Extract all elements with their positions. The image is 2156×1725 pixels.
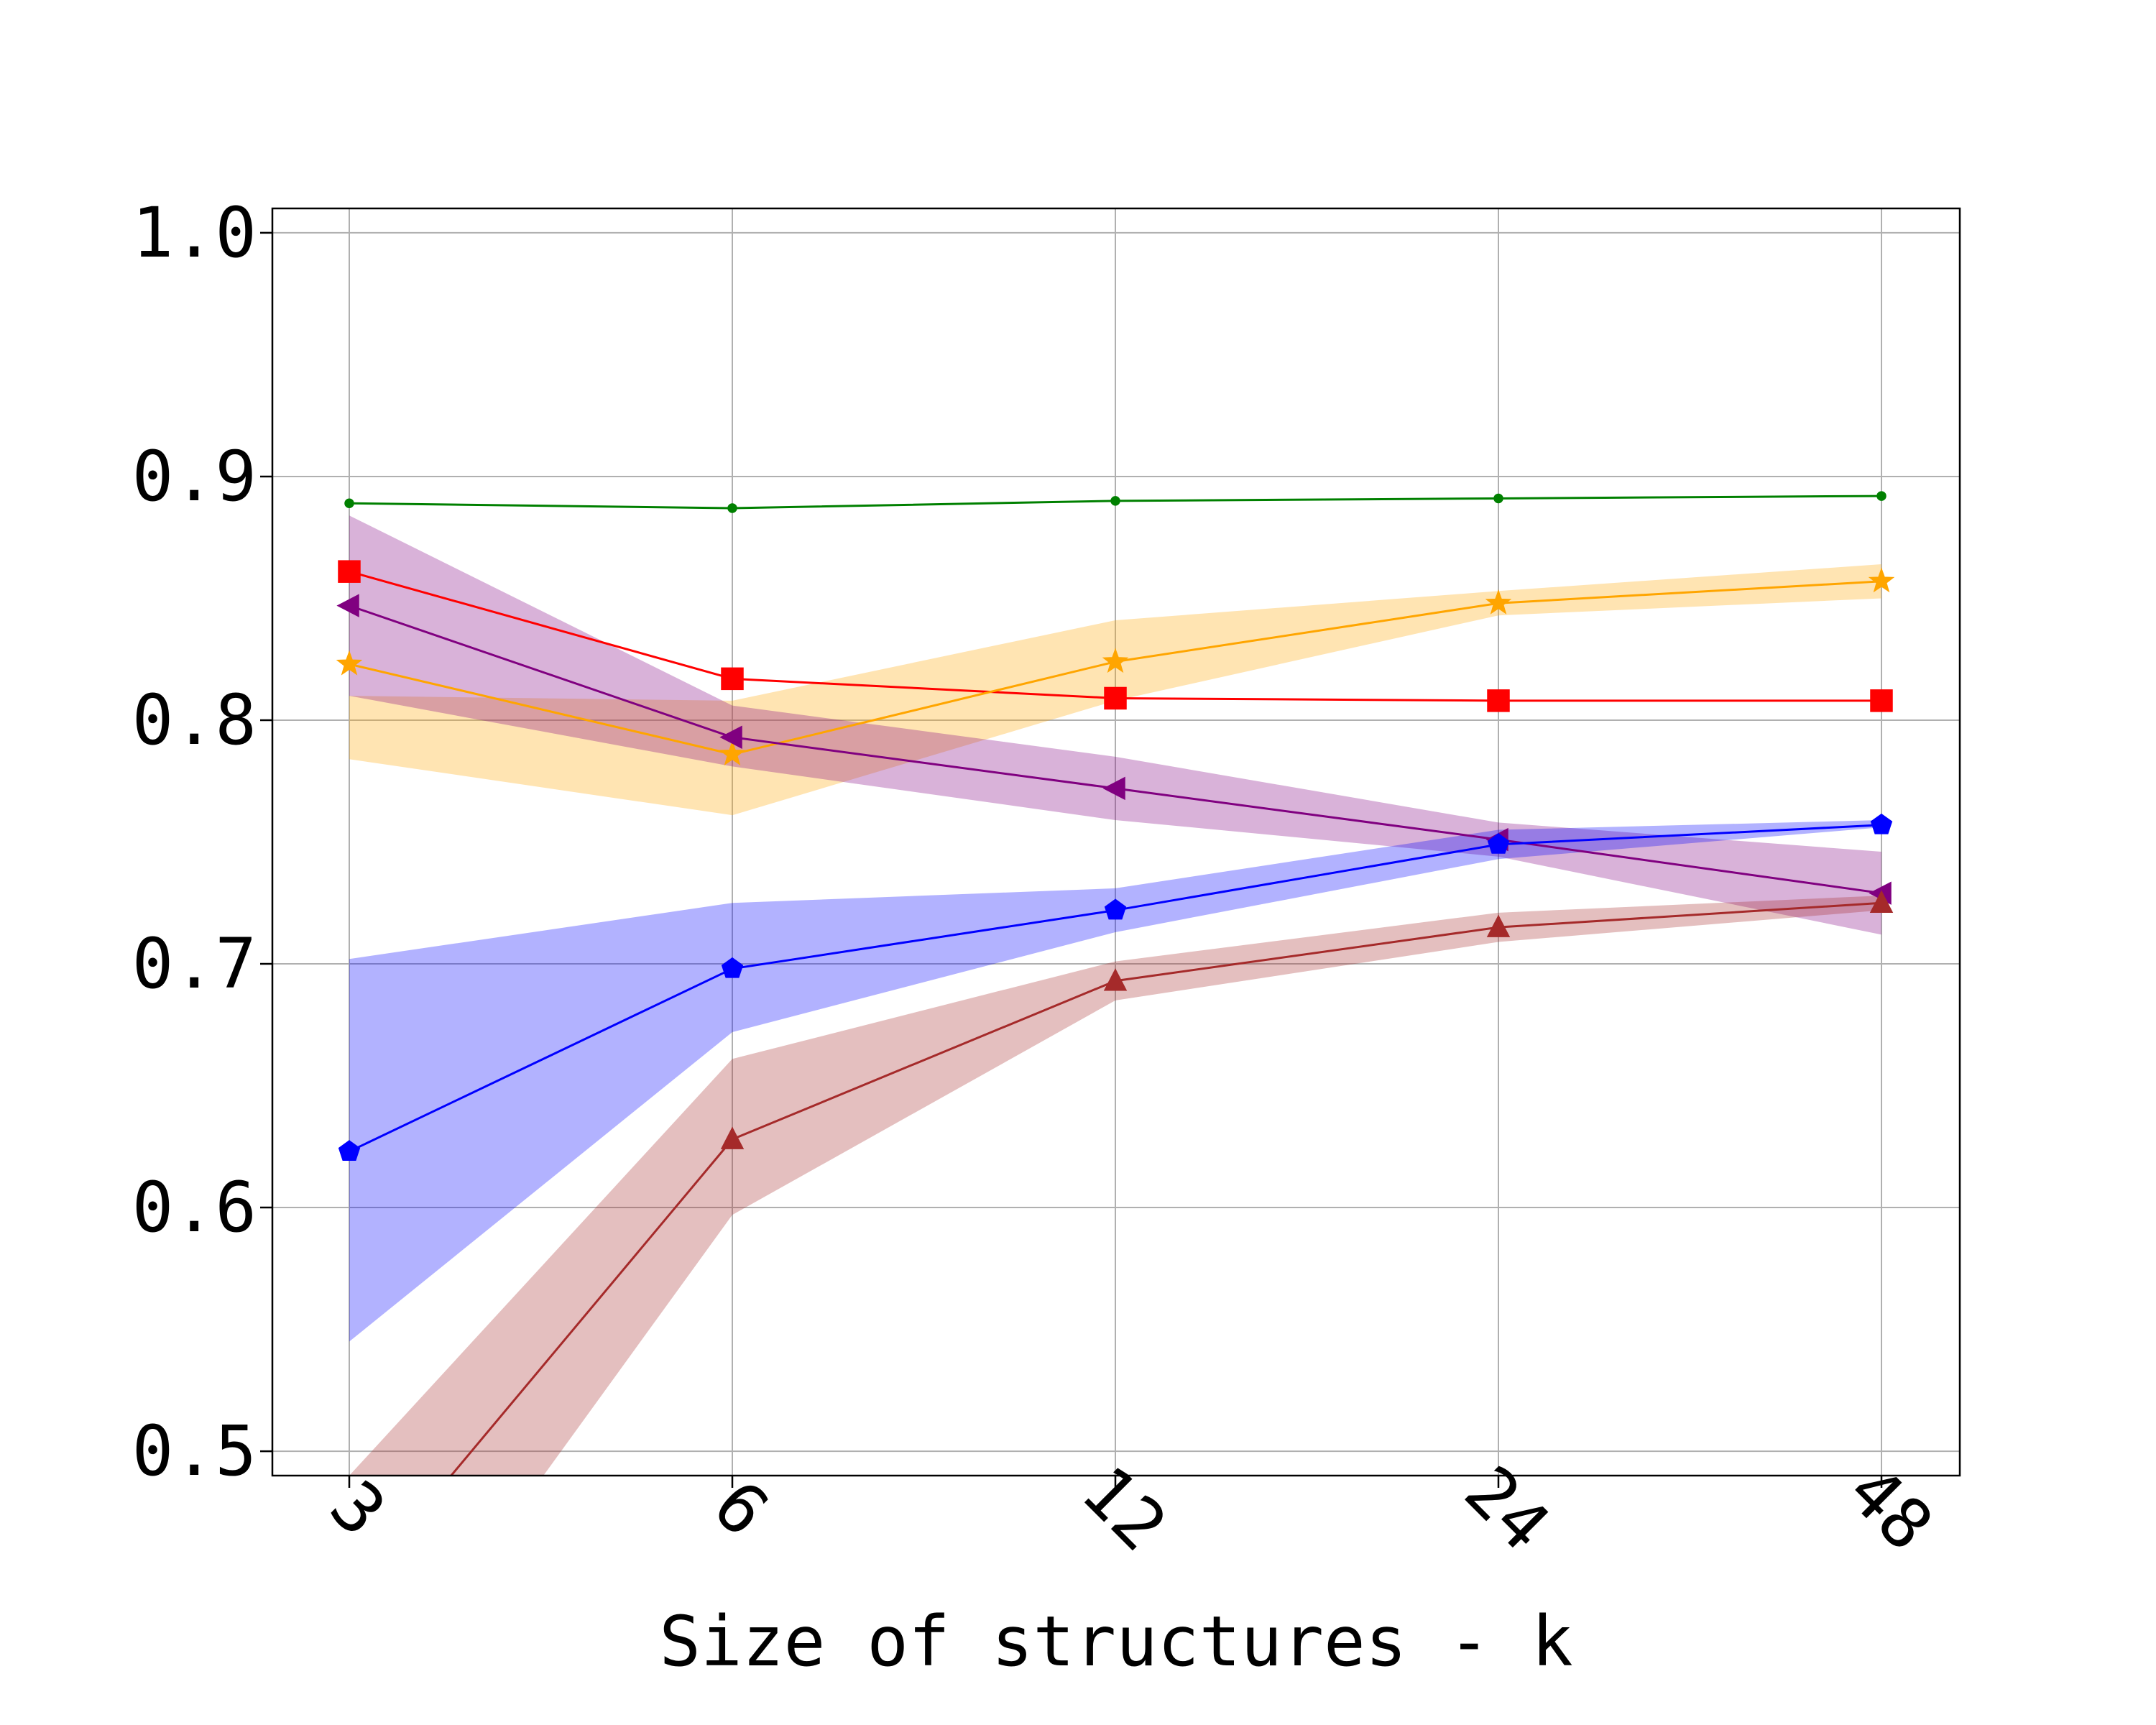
data-point [720, 1126, 745, 1149]
data-point [1870, 813, 1893, 834]
series-markers [336, 491, 1895, 1607]
y-tick-label: 1.0 [132, 193, 257, 273]
y-tick-label: 0.5 [132, 1411, 257, 1491]
data-point [1487, 832, 1510, 854]
x-tick-label: 3 [315, 1466, 401, 1552]
data-point [1102, 776, 1125, 801]
y-tick-label: 0.9 [132, 436, 257, 517]
data-point [336, 650, 363, 676]
y-tick-label: 0.7 [132, 924, 257, 1004]
data-point [719, 740, 746, 765]
data-point [1493, 493, 1503, 504]
data-point [336, 594, 359, 617]
y-axis-ticks: 0.5 0.6 0.7 0.8 0.9 1.0 [132, 193, 272, 1491]
data-point [1876, 491, 1886, 501]
data-point [344, 498, 354, 508]
y-tick-label: 0.6 [132, 1167, 257, 1248]
confidence-band [349, 896, 1881, 1476]
data-point [1487, 689, 1510, 712]
data-point [338, 560, 361, 583]
data-point [1103, 968, 1128, 991]
data-point [1485, 589, 1512, 615]
data-point [1104, 686, 1127, 710]
y-tick-label: 0.8 [132, 680, 257, 760]
data-point [1868, 567, 1895, 593]
data-point [338, 1140, 361, 1161]
data-point [1104, 898, 1127, 920]
data-point [1102, 648, 1129, 673]
data-point [1110, 496, 1120, 506]
data-point [719, 725, 742, 749]
data-point [721, 667, 744, 691]
confidence-band [349, 819, 1881, 1342]
data-point [1869, 890, 1894, 914]
x-tick-label: 6 [698, 1466, 784, 1552]
confidence-band [349, 515, 1881, 935]
data-point [721, 957, 744, 978]
data-point [1486, 914, 1511, 937]
data-point [338, 1586, 360, 1607]
grid [272, 208, 1960, 1476]
data-point [727, 503, 737, 513]
data-point [1870, 689, 1893, 712]
x-axis-title: Size of structures - k [659, 1601, 1573, 1682]
